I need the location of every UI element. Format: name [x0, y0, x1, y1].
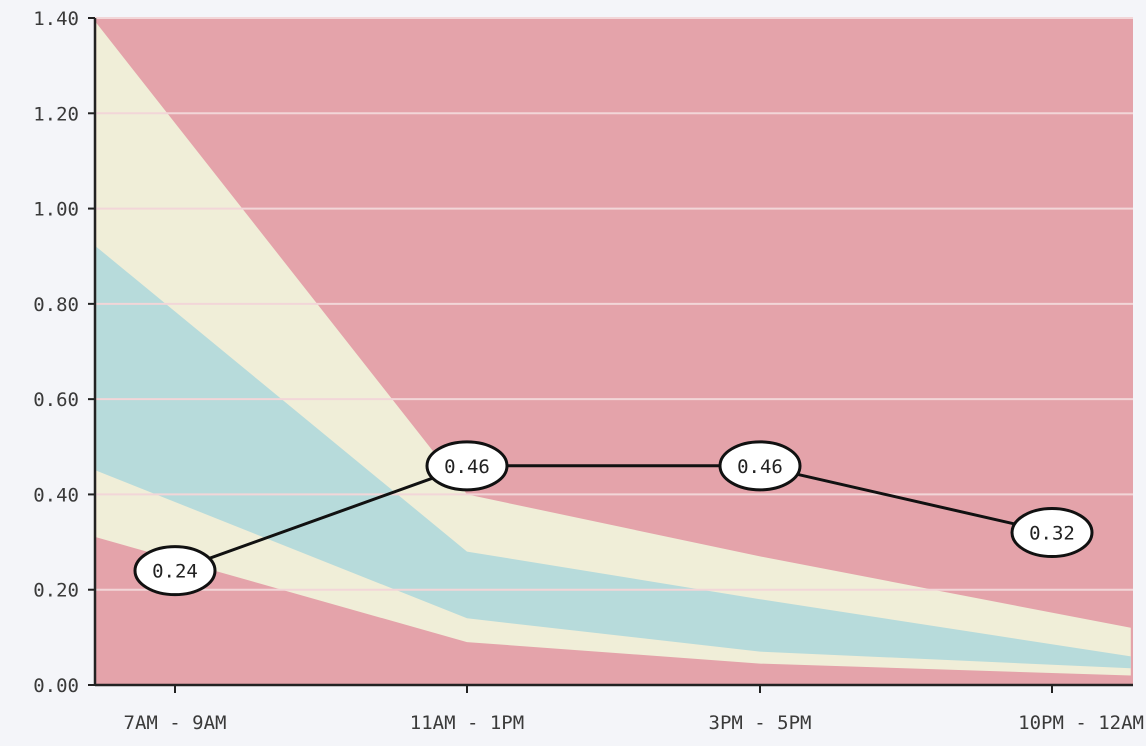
x-tick-label: 7AM - 9AM — [124, 712, 227, 734]
y-tick-label: 1.40 — [33, 8, 79, 30]
data-label-bubble — [133, 545, 217, 597]
x-tick-label: 3PM - 5PM — [709, 712, 812, 734]
data-label: 0.46 — [737, 456, 783, 478]
y-tick-label: 1.20 — [33, 103, 79, 125]
y-tick-label: 0.40 — [33, 484, 79, 506]
gridlines — [95, 17, 1133, 591]
range-bands — [95, 18, 1133, 685]
data-point: 0.46 — [718, 440, 802, 492]
data-label-bubble — [1010, 507, 1094, 559]
y-tick-label: 0.60 — [33, 389, 79, 411]
data-label-bubble — [425, 440, 509, 492]
data-label: 0.32 — [1029, 523, 1075, 545]
data-point: 0.46 — [425, 440, 509, 492]
data-labels: 0.24 0.46 0.46 0.32 — [133, 440, 1094, 597]
band-blue — [96, 246, 1131, 669]
data-label: 0.46 — [444, 456, 490, 478]
y-tick-label: 0.80 — [33, 294, 79, 316]
axes: 0.00 0.20 0.40 0.60 0.80 1.00 1.20 1.40 7AM - 9A… — [33, 8, 1144, 734]
x-tick-label: 10PM - 12AM — [1018, 712, 1144, 734]
series-line-path — [174, 464, 1053, 573]
data-point: 0.24 — [133, 545, 217, 597]
data-label: 0.24 — [152, 561, 198, 583]
data-point: 0.32 — [1010, 507, 1094, 559]
series-line — [174, 464, 1053, 573]
x-tick-label: 11AM - 1PM — [410, 712, 524, 734]
data-label-bubble — [718, 440, 802, 492]
y-tick-label: 1.00 — [33, 199, 79, 221]
y-tick-label: 0.00 — [33, 675, 79, 697]
y-tick-label: 0.20 — [33, 580, 79, 602]
